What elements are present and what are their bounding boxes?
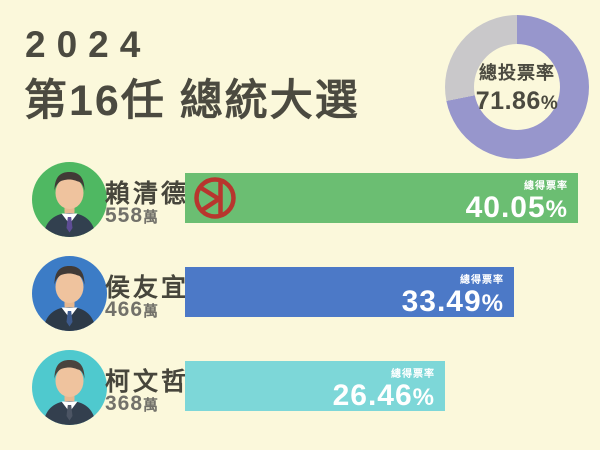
votes-number: 466 bbox=[105, 298, 144, 321]
vote-bar-ko: 總得票率 26.46% bbox=[185, 361, 445, 411]
page-title: 第16任 總統大選 bbox=[24, 77, 360, 125]
candidate-row-lai: 賴清德 558萬 總得票率 40.05% bbox=[0, 162, 600, 248]
person-icon bbox=[43, 360, 96, 425]
title-year: 2024 bbox=[25, 24, 152, 65]
share-label: 總得票率 bbox=[391, 369, 435, 380]
votes-unit: 萬 bbox=[143, 209, 160, 226]
turnout-label: 總投票率 bbox=[479, 62, 555, 83]
candidate-name: 侯友宜 bbox=[105, 274, 190, 302]
share-percent-sign: % bbox=[412, 384, 435, 411]
votes-unit: 萬 bbox=[143, 303, 160, 320]
bar-text: 總得票率 26.46% bbox=[333, 365, 435, 412]
turnout-value: 71.86% bbox=[476, 87, 558, 116]
voting-stamp-icon bbox=[194, 177, 236, 219]
votes-unit: 萬 bbox=[143, 397, 160, 414]
candidate-row-hou: 侯友宜 466萬 總得票率 33.49% bbox=[0, 256, 600, 342]
turnout-percent-sign: % bbox=[540, 92, 559, 114]
vote-bar-lai: 總得票率 40.05% bbox=[185, 173, 578, 223]
bar-text: 總得票率 40.05% bbox=[466, 177, 568, 224]
turnout-value-number: 71.86 bbox=[475, 86, 541, 115]
candidate-name: 賴清德 bbox=[105, 180, 190, 208]
votes-number: 558 bbox=[105, 204, 144, 227]
avatar-lai bbox=[32, 162, 107, 237]
avatar-ko bbox=[32, 350, 107, 425]
candidate-votes: 558萬 bbox=[105, 204, 159, 228]
candidate-votes: 466萬 bbox=[105, 298, 159, 322]
candidate-votes: 368萬 bbox=[105, 392, 159, 416]
share-label: 總得票率 bbox=[460, 275, 504, 286]
bar-text: 總得票率 33.49% bbox=[402, 271, 504, 318]
share-number: 40.05 bbox=[465, 191, 546, 224]
person-icon bbox=[43, 266, 96, 331]
votes-number: 368 bbox=[105, 392, 144, 415]
share-label: 總得票率 bbox=[524, 181, 568, 192]
turnout-donut-chart: 總投票率 71.86% bbox=[445, 15, 589, 159]
share-number: 26.46 bbox=[332, 379, 413, 412]
share-percent-sign: % bbox=[545, 196, 568, 223]
avatar-hou bbox=[32, 256, 107, 331]
share-value: 40.05% bbox=[466, 192, 568, 224]
share-number: 33.49 bbox=[401, 285, 482, 318]
share-value: 33.49% bbox=[402, 286, 504, 318]
person-icon bbox=[43, 172, 96, 237]
candidate-row-ko: 柯文哲 368萬 總得票率 26.46% bbox=[0, 350, 600, 436]
turnout-donut-hole: 總投票率 71.86% bbox=[474, 44, 560, 130]
share-percent-sign: % bbox=[481, 290, 504, 317]
vote-bar-hou: 總得票率 33.49% bbox=[185, 267, 514, 317]
share-value: 26.46% bbox=[333, 380, 435, 412]
candidate-name: 柯文哲 bbox=[105, 368, 190, 396]
